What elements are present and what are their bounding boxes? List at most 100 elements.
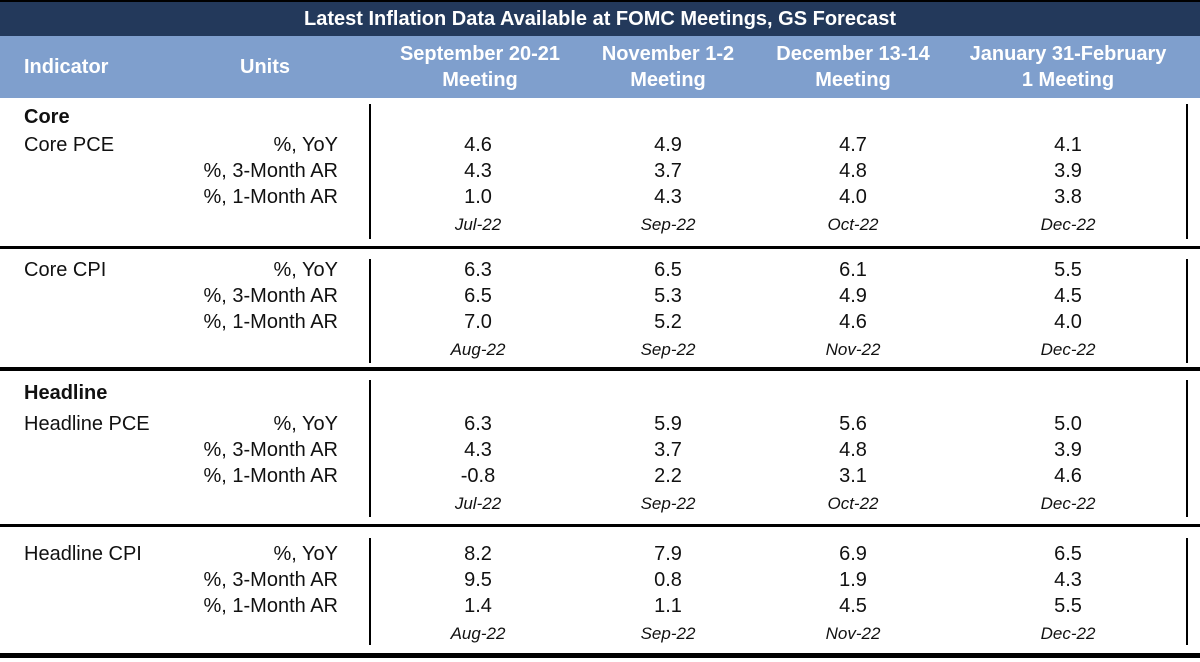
value-cell: 4.3	[654, 186, 682, 208]
value-cell: 5.5	[1054, 259, 1082, 281]
table-header: Indicator Units September 20-21 Meeting N…	[0, 36, 1200, 98]
value-cell: 6.5	[654, 259, 682, 281]
data-month-label: Oct-22	[827, 494, 879, 513]
data-month-label: Aug-22	[450, 340, 506, 359]
header-meeting-1-line-1: September 20-21	[399, 43, 561, 65]
units-label: %, 1-Month AR	[203, 311, 338, 333]
indicator-label: Core PCE	[24, 134, 115, 156]
data-month-label: Dec-22	[1040, 494, 1096, 513]
header-meeting-2-line-1: November 1-2	[601, 43, 735, 65]
data-month-label: Dec-22	[1040, 624, 1096, 643]
table-bottom-border	[0, 653, 1200, 658]
table-title: Latest Inflation Data Available at FOMC …	[0, 0, 1200, 36]
section-label-core: Core	[24, 106, 70, 128]
value-cell: 1.9	[839, 569, 867, 591]
value-cell: 4.8	[839, 160, 867, 182]
units-label: %, 3-Month AR	[203, 160, 338, 182]
value-cell: 3.8	[1054, 186, 1082, 208]
right-border	[1186, 538, 1188, 645]
header-meeting-3-line-1: December 13-14	[776, 43, 930, 65]
units-label: %, 3-Month AR	[203, 285, 338, 307]
data-month-label: Jul-22	[454, 494, 502, 513]
units-label: %, YoY	[273, 413, 338, 435]
header-meeting-2: November 1-2 Meeting	[568, 36, 768, 98]
header-meeting-3-line-2: Meeting	[815, 69, 891, 91]
value-cell: 7.0	[464, 311, 492, 333]
value-cell: 1.0	[464, 186, 492, 208]
data-month-label: Aug-22	[450, 624, 506, 643]
column-divider	[369, 259, 371, 363]
value-cell: 4.5	[1054, 285, 1082, 307]
value-cell: 4.1	[1054, 134, 1082, 156]
units-label: %, YoY	[273, 134, 338, 156]
value-cell: 3.7	[654, 160, 682, 182]
value-cell: 6.3	[464, 413, 492, 435]
value-cell: 7.9	[654, 543, 682, 565]
data-month-label: Dec-22	[1040, 215, 1096, 234]
value-cell: 4.3	[464, 160, 492, 182]
units-label: %, 1-Month AR	[203, 595, 338, 617]
header-meeting-4-line-1: January 31-February	[969, 43, 1167, 65]
header-meeting-3: December 13-14 Meeting	[753, 36, 953, 98]
header-units: Units	[240, 56, 290, 78]
header-meeting-1: September 20-21 Meeting	[380, 36, 580, 98]
value-cell: 1.4	[464, 595, 492, 617]
units-label: %, 3-Month AR	[203, 439, 338, 461]
value-cell: 4.5	[839, 595, 867, 617]
value-cell: 5.5	[1054, 595, 1082, 617]
value-cell: 1.1	[654, 595, 682, 617]
value-cell: 3.1	[839, 465, 867, 487]
indicator-label: Headline CPI	[24, 543, 142, 565]
data-month-label: Sep-22	[640, 215, 696, 234]
value-cell: 5.6	[839, 413, 867, 435]
column-divider	[369, 380, 371, 517]
value-cell: 4.6	[839, 311, 867, 333]
value-cell: 2.2	[654, 465, 682, 487]
value-cell: 5.2	[654, 311, 682, 333]
value-cell: 0.8	[654, 569, 682, 591]
value-cell: 3.9	[1054, 439, 1082, 461]
value-cell: 4.9	[839, 285, 867, 307]
column-divider	[369, 104, 371, 239]
value-cell: 3.7	[654, 439, 682, 461]
indicator-label: Headline PCE	[24, 413, 150, 435]
header-meeting-1-line-2: Meeting	[442, 69, 518, 91]
value-cell: 5.9	[654, 413, 682, 435]
value-cell: 9.5	[464, 569, 492, 591]
data-month-label: Dec-22	[1040, 340, 1096, 359]
value-cell: 4.6	[464, 134, 492, 156]
group-divider-1	[0, 246, 1200, 249]
value-cell: 6.5	[464, 285, 492, 307]
data-month-label: Sep-22	[640, 624, 696, 643]
value-cell: 6.1	[839, 259, 867, 281]
value-cell: 6.5	[1054, 543, 1082, 565]
value-cell: 4.6	[1054, 465, 1082, 487]
value-cell: 6.9	[839, 543, 867, 565]
value-cell: 5.0	[1054, 413, 1082, 435]
value-cell: 4.3	[464, 439, 492, 461]
right-border	[1186, 104, 1188, 239]
data-month-label: Sep-22	[640, 340, 696, 359]
data-month-label: Nov-22	[825, 624, 881, 643]
header-meeting-4: January 31-February 1 Meeting	[958, 36, 1178, 98]
indicator-label: Core CPI	[24, 259, 107, 281]
section-label-headline: Headline	[24, 382, 108, 404]
units-label: %, YoY	[273, 259, 338, 281]
right-border	[1186, 259, 1188, 363]
value-cell: 4.9	[654, 134, 682, 156]
right-border	[1186, 380, 1188, 517]
data-month-label: Nov-22	[825, 340, 881, 359]
units-label: %, 3-Month AR	[203, 569, 338, 591]
data-month-label: Oct-22	[827, 215, 879, 234]
header-indicator: Indicator	[24, 56, 109, 78]
section-divider	[0, 367, 1200, 371]
units-label: %, 1-Month AR	[203, 186, 338, 208]
value-cell: 4.7	[839, 134, 867, 156]
header-meeting-4-line-2: 1 Meeting	[1021, 69, 1115, 91]
value-cell: 4.8	[839, 439, 867, 461]
value-cell: 5.3	[654, 285, 682, 307]
value-cell: 8.2	[464, 543, 492, 565]
units-label: %, 1-Month AR	[203, 465, 338, 487]
units-label: %, YoY	[273, 543, 338, 565]
data-month-label: Jul-22	[454, 215, 502, 234]
